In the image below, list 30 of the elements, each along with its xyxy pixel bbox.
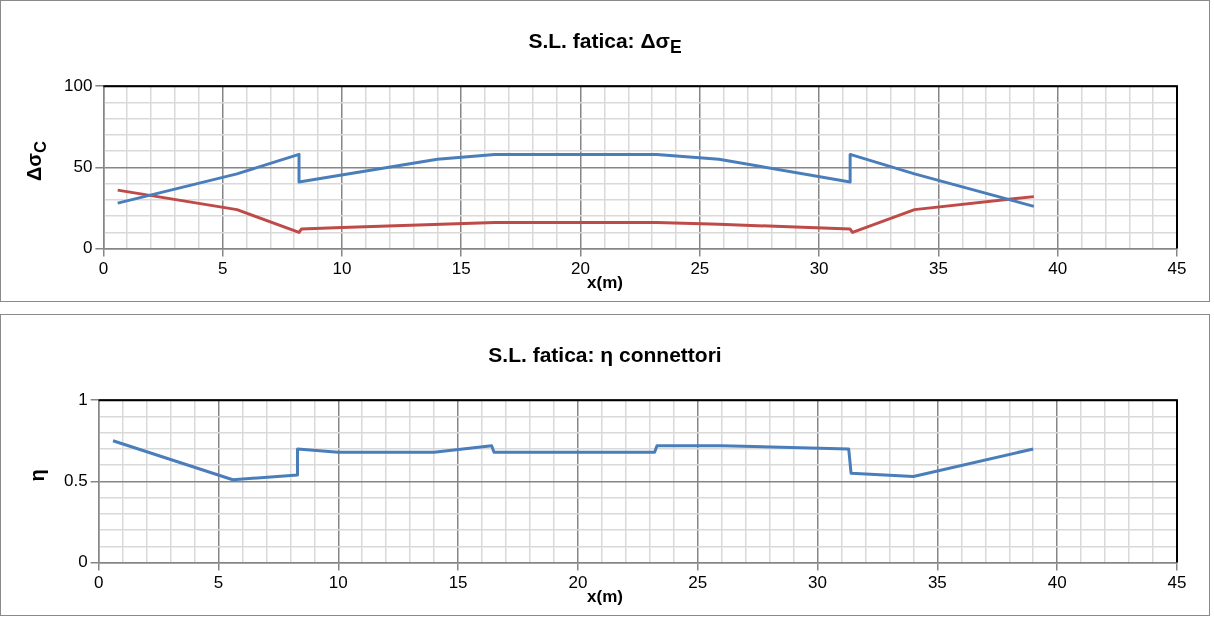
x-tick-label: 25 xyxy=(690,259,710,279)
y-axis-title: η xyxy=(25,468,49,482)
x-tick-label: 10 xyxy=(332,259,352,279)
x-tick-label: 45 xyxy=(1167,573,1187,593)
x-tick-label: 15 xyxy=(448,573,468,593)
x-tick-label: 5 xyxy=(217,259,228,279)
x-tick-label: 20 xyxy=(571,259,590,279)
x-tick-label: 15 xyxy=(451,259,471,279)
x-tick-label: 10 xyxy=(328,573,348,593)
x-tick-label: 45 xyxy=(1167,259,1187,279)
x-axis-title: x(m) xyxy=(587,273,623,292)
x-axis-title: x(m) xyxy=(587,587,623,606)
x-tick-label: 5 xyxy=(213,573,224,593)
x-tick-label: 20 xyxy=(568,573,588,593)
x-tick-label: 30 xyxy=(808,573,828,593)
y-tick-label: 0 xyxy=(78,552,88,572)
x-tick-label: 40 xyxy=(1047,573,1067,593)
y-tick-label: 0.5 xyxy=(63,471,88,491)
x-tick-label: 35 xyxy=(928,259,948,279)
x-tick-label: 30 xyxy=(809,259,829,279)
x-tick-label: 35 xyxy=(927,573,947,593)
x-tick-label: 40 xyxy=(1048,259,1068,279)
chart-title: S.L. fatica: η connettori xyxy=(487,343,723,367)
chart-title: S.L. fatica: Δσ$_{E}$ xyxy=(527,29,683,59)
y-tick-label: 50 xyxy=(73,157,93,177)
y-tick-label: 100 xyxy=(63,75,93,95)
x-tick-label: 25 xyxy=(688,573,708,593)
y-tick-label: 0 xyxy=(82,238,93,258)
y-tick-label: 1 xyxy=(78,389,88,409)
x-tick-label: 0 xyxy=(98,259,109,279)
